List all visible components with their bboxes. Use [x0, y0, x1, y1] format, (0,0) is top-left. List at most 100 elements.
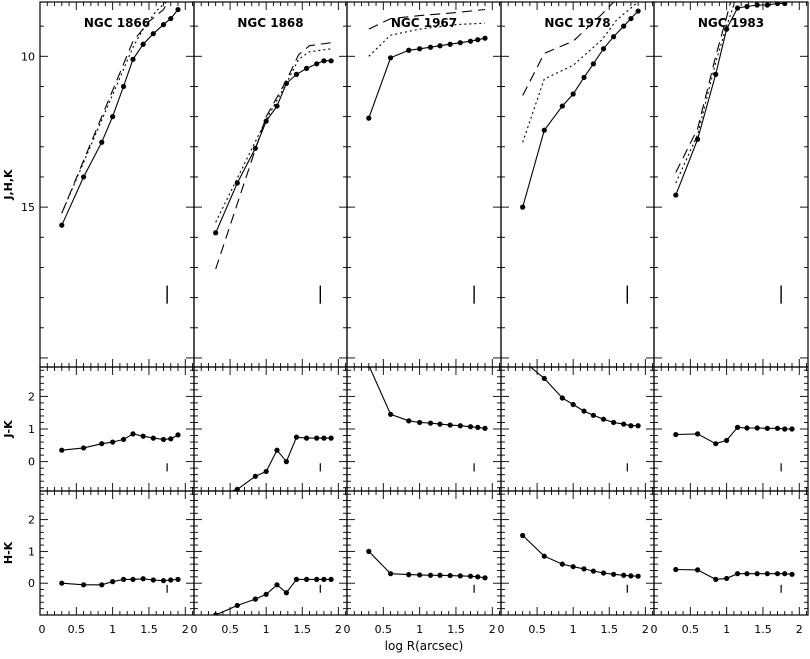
series-JK-point	[314, 435, 320, 441]
series-JK-point	[263, 468, 269, 475]
panel-3-mag: NGC 1978	[500, 1, 655, 368]
series-HK-point	[328, 576, 334, 582]
series-HK-point	[610, 571, 617, 577]
panel-plot-area	[213, 576, 334, 615]
panel-frame	[653, 490, 809, 616]
x-tick-label: 2	[489, 623, 496, 636]
y-axis-label-hk: H-K	[2, 541, 15, 564]
x-tick-label: 0	[651, 623, 658, 636]
y-tick-label: 15	[21, 201, 35, 214]
series-HK-point	[234, 602, 240, 609]
x-tick-label: 2	[182, 623, 189, 636]
series-J-point	[168, 15, 174, 22]
series-JK-point	[321, 435, 327, 441]
series-J-line	[368, 37, 486, 119]
series-JK-point	[713, 441, 719, 447]
series-J-point	[293, 71, 300, 77]
series-K-line	[61, 2, 169, 214]
panel-frame	[653, 1, 809, 368]
panel-plot-area	[520, 2, 641, 210]
series-JK-point	[734, 424, 741, 430]
series-J-point	[570, 91, 576, 97]
panels-layer: J,H,K NGC 1866 NGC 1868 NGC 1967 NGC 1978 NGC…	[2, 1, 809, 636]
series-K-line	[368, 8, 486, 30]
series-JK-point	[628, 423, 634, 429]
series-J-point	[782, 2, 788, 7]
x-tick-label: 0.5	[375, 623, 393, 636]
series-J-point	[175, 6, 181, 13]
series-JK-point	[635, 423, 641, 429]
series-J-point	[314, 61, 320, 67]
series-JK-point	[110, 439, 116, 445]
series-HK-point	[293, 576, 300, 582]
series-HK-point	[110, 579, 116, 585]
series-J-point	[581, 74, 587, 81]
series-JK-point	[175, 432, 181, 438]
series-HK-point	[774, 571, 781, 577]
series-JK-point	[150, 435, 156, 441]
x-tick-label: 1	[109, 623, 116, 636]
series-JK-point	[467, 424, 474, 430]
series-HK-point	[303, 576, 310, 582]
series-J-point	[321, 58, 327, 64]
series-HK-point	[467, 573, 474, 579]
panel-4-hk	[653, 490, 809, 616]
series-J-point	[628, 15, 634, 22]
panel-frame	[39, 366, 195, 492]
series-JK-point	[293, 434, 300, 440]
panel-2-mag: NGC 1967	[346, 1, 502, 368]
x-tick-label: 0.5	[682, 623, 700, 636]
panel-1-hk	[193, 490, 348, 616]
panel-frame	[500, 366, 655, 492]
series-J-point	[437, 43, 443, 49]
series-JK-point	[570, 401, 576, 408]
series-JK-point	[366, 367, 371, 368]
series-HK-point	[283, 590, 289, 596]
y-tick-label: 1	[28, 545, 35, 558]
y-tick-label: 1	[28, 423, 35, 436]
y-tick-label: 2	[28, 390, 35, 403]
panel-2-jk	[346, 366, 502, 492]
y-axis-label-mag: J,H,K	[2, 169, 15, 201]
series-JK-point	[694, 431, 701, 437]
series-J-line	[522, 10, 639, 208]
series-HK-point	[520, 532, 526, 539]
series-H-line	[522, 2, 639, 143]
series-J-line	[61, 9, 179, 226]
series-J-point	[328, 58, 334, 64]
series-J-point	[541, 127, 547, 133]
series-J-point	[59, 222, 65, 228]
series-JK-point	[80, 445, 87, 451]
x-tick-label: 0.5	[528, 623, 546, 636]
series-HK-point	[457, 573, 463, 579]
panel-frame	[39, 490, 195, 616]
series-J-point	[764, 2, 770, 8]
series-HK-point	[437, 572, 443, 578]
panel-frame	[193, 366, 348, 492]
series-HK-point	[713, 576, 719, 582]
series-J-point	[673, 192, 679, 198]
series-HK-line	[61, 578, 179, 586]
series-J-point	[120, 83, 127, 90]
series-J-point	[303, 65, 310, 71]
panel-plot-area	[520, 532, 641, 579]
series-J-point	[80, 174, 87, 180]
series-HK-point	[754, 571, 760, 577]
panel-plot-area	[213, 42, 334, 270]
x-tick-label: 0	[344, 623, 351, 636]
series-JK-point	[559, 395, 565, 401]
x-tick-label: 1.5	[447, 623, 465, 636]
series-HK-point	[160, 578, 167, 584]
x-tick-label: 1.5	[754, 623, 772, 636]
panel-3-jk	[500, 366, 655, 492]
series-JK-point	[782, 426, 788, 432]
series-JK-point	[482, 425, 488, 431]
series-HK-point	[175, 576, 181, 582]
y-tick-label: 0	[28, 456, 35, 469]
series-HK-line	[675, 568, 793, 580]
panel-0-mag: NGC 1866	[39, 1, 195, 368]
series-HK-point	[541, 553, 547, 559]
panel-frame	[39, 1, 195, 368]
series-J-point	[467, 38, 474, 44]
